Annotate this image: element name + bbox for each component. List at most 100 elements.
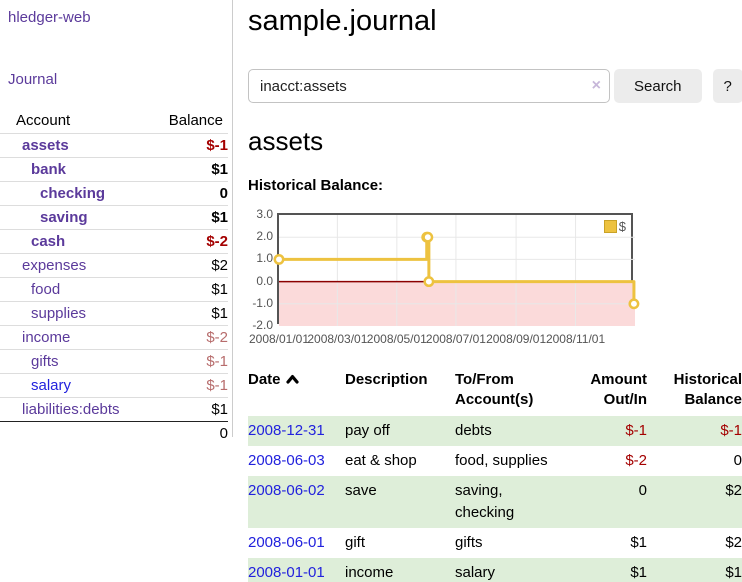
account-row: bank $1 <box>0 157 228 182</box>
transaction-description: eat & shop <box>345 452 417 469</box>
transaction-balance: $2 <box>725 482 742 499</box>
search-input[interactable] <box>248 69 610 103</box>
accounts-total-row: 0 <box>0 421 228 446</box>
account-balance: $1 <box>211 401 228 418</box>
sidebar-account-assets[interactable]: assets <box>22 137 69 154</box>
x-axis-tick-label: 2008/03/01 <box>307 332 368 346</box>
register-table-body: 2008-12-31 pay off debts $-1 $-1 2008-06-03 ea… <box>248 416 742 582</box>
transaction-description: save <box>345 482 377 499</box>
account-row: food $1 <box>0 277 228 302</box>
account-balance: $1 <box>211 305 228 322</box>
account-row: checking 0 <box>0 181 228 206</box>
chart-title: Historical Balance: <box>248 177 384 194</box>
sidebar-account-food[interactable]: food <box>31 281 61 298</box>
transaction-date-link[interactable]: 2008-01-01 <box>248 564 325 581</box>
account-row: saving $1 <box>0 205 228 230</box>
x-axis-tick-label: 2008/09/01 <box>486 332 547 346</box>
register-row: 2008-01-01 income salary $1 $1 <box>248 558 742 582</box>
account-balance: $1 <box>211 281 228 298</box>
accounts-header-balance: Balance <box>168 112 223 129</box>
app-brand-link[interactable]: hledger-web <box>8 9 91 26</box>
sidebar: hledger-web Journal Account Balance asse… <box>0 0 233 442</box>
transaction-description: income <box>345 564 394 581</box>
transaction-date-link[interactable]: 2008-06-03 <box>248 452 325 469</box>
sidebar-account-salary[interactable]: salary <box>31 377 72 394</box>
y-axis-tick-label: -2.0 <box>252 318 273 332</box>
transaction-accounts: gifts <box>455 534 483 551</box>
account-row: assets $-1 <box>0 133 228 158</box>
sidebar-account-bank[interactable]: bank <box>31 161 67 178</box>
account-row: supplies $1 <box>0 301 228 326</box>
transaction-amount: $-1 <box>625 422 647 439</box>
accounts-table: Account Balance assets $-1 bank $1 checking 0… <box>0 109 228 445</box>
account-balance: $-1 <box>206 353 228 370</box>
transaction-amount: 0 <box>638 482 647 499</box>
x-axis-tick-label: 2008/05/01 <box>366 332 427 346</box>
register-header-date[interactable]: Date <box>248 368 345 416</box>
account-balance: $-2 <box>206 329 228 346</box>
account-row: gifts $-1 <box>0 349 228 374</box>
account-row: income $-2 <box>0 325 228 350</box>
transaction-accounts: food, supplies <box>455 452 548 469</box>
register-table: Date Description To/From Account(s) Amou… <box>248 368 742 582</box>
account-balance: $-1 <box>206 137 228 154</box>
chart-legend: $ <box>603 219 626 234</box>
transaction-amount: $1 <box>630 534 647 551</box>
sidebar-item-journal[interactable]: Journal <box>8 71 58 88</box>
transaction-accounts: saving, checking <box>455 482 515 521</box>
y-axis-tick-label: 0.0 <box>256 273 273 288</box>
y-axis-tick-label: 2.0 <box>256 229 273 244</box>
accounts-table-body: assets $-1 bank $1 checking 0 saving $1 cash $-2 e… <box>0 133 228 422</box>
transaction-balance: $-1 <box>720 422 742 439</box>
account-row: salary $-1 <box>0 373 228 398</box>
sidebar-account-gifts[interactable]: gifts <box>31 353 59 370</box>
x-axis-tick-label: 2008/11/01 <box>545 332 606 346</box>
y-axis-tick-label: 1.0 <box>256 251 273 266</box>
sidebar-account-expenses[interactable]: expenses <box>22 257 87 274</box>
sidebar-account-supplies[interactable]: supplies <box>31 305 87 322</box>
main-content: sample.journal × Search ? assets Histori… <box>248 0 742 582</box>
transaction-amount: $1 <box>630 564 647 581</box>
chart-plot-area[interactable]: $ <box>273 213 640 326</box>
register-row: 2008-06-02 save saving, checking 0 $2 <box>248 476 742 528</box>
transaction-balance: $2 <box>725 534 742 551</box>
transaction-amount: $-2 <box>625 452 647 469</box>
x-axis-tick-label: 2008/07/01 <box>425 332 486 346</box>
transaction-description: pay off <box>345 422 390 439</box>
register-header-accounts: To/From Account(s) <box>455 371 534 408</box>
sidebar-account-income[interactable]: income <box>22 329 71 346</box>
register-header-row: Date Description To/From Account(s) Amou… <box>248 368 742 416</box>
account-row: cash $-2 <box>0 229 228 254</box>
account-balance: $1 <box>211 161 228 178</box>
chart-canvas <box>273 215 640 326</box>
search-button[interactable]: Search <box>614 69 702 103</box>
sidebar-account-cash[interactable]: cash <box>31 233 66 250</box>
account-balance: $2 <box>211 257 228 274</box>
account-balance: $-2 <box>206 233 228 250</box>
transaction-date-link[interactable]: 2008-06-01 <box>248 534 325 551</box>
transaction-accounts: salary <box>455 564 496 581</box>
transaction-date-link[interactable]: 2008-06-02 <box>248 482 325 499</box>
search-form: × Search ? <box>248 69 742 103</box>
transaction-balance: 0 <box>733 452 742 469</box>
register-row: 2008-06-03 eat & shop food, supplies $-2 0 <box>248 446 742 476</box>
help-button[interactable]: ? <box>712 69 742 103</box>
account-row: liabilities:debts $1 <box>0 397 228 422</box>
sidebar-account-liabilities-debts[interactable]: liabilities:debts <box>22 401 120 418</box>
transaction-date-link[interactable]: 2008-12-31 <box>248 422 325 439</box>
accounts-header-account: Account <box>16 112 71 129</box>
account-balance: $1 <box>211 209 228 226</box>
page-title: sample.journal <box>248 5 437 37</box>
historical-balance-chart: 3.0 2.0 1.0 0.0 -1.0 -2.0 $ 2008/01/01 2008/03… <box>248 207 742 349</box>
register-row: 2008-12-31 pay off debts $-1 $-1 <box>248 416 742 446</box>
register-header-description: Description <box>345 371 428 388</box>
account-heading: assets <box>248 126 324 156</box>
sidebar-account-checking[interactable]: checking <box>40 185 106 202</box>
register-header-amount: Amount Out/In <box>590 371 647 408</box>
transaction-accounts: debts <box>455 422 492 439</box>
y-axis-tick-label: 3.0 <box>256 207 273 221</box>
legend-swatch-icon <box>603 220 617 233</box>
clear-search-icon[interactable]: × <box>591 77 601 94</box>
sidebar-account-saving[interactable]: saving <box>40 209 88 226</box>
x-axis-tick-label: 2008/01/01 <box>248 332 310 346</box>
